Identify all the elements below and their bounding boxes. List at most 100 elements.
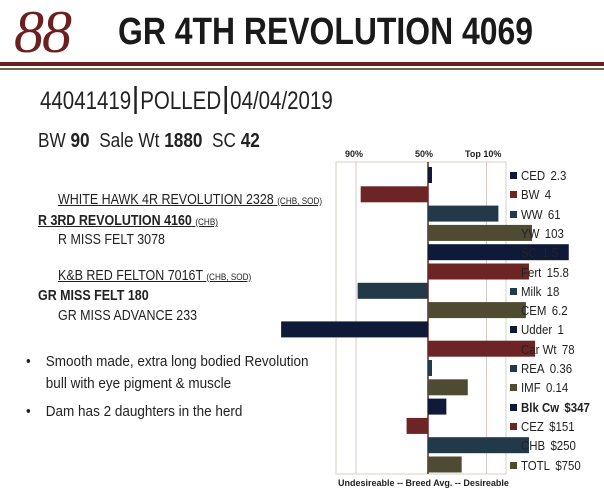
epd-trait-value: 1.5 xyxy=(542,245,559,261)
epd-bar-ww xyxy=(428,205,499,222)
epd-bar-udder xyxy=(281,321,428,338)
header-label-top10: Top 10% xyxy=(465,149,502,159)
epd-trait-value: 2.3 xyxy=(550,168,567,183)
pedigree-sire-dam: R MISS FELT 3078 xyxy=(58,232,165,249)
bullet-item: • Smooth made, extra long bodied Revolut… xyxy=(26,351,323,399)
epd-trait-label: Udder xyxy=(521,322,553,338)
pedigree-sire-sire: WHITE HAWK 4R REVOLUTION 2328 (CHB, SOD) xyxy=(58,192,322,210)
header-rule-red xyxy=(0,62,604,66)
legend-swatch xyxy=(510,403,517,411)
legend-swatch xyxy=(510,172,517,179)
epd-trait-label: CEM xyxy=(521,303,547,319)
legend-swatch xyxy=(510,442,517,450)
pedigree-name: GR MISS FELT 180 xyxy=(38,288,149,304)
epd-trait-value: 78 xyxy=(561,341,575,357)
bw-label: BW xyxy=(38,130,66,152)
separator xyxy=(224,86,227,114)
pedigree-dam: GR MISS FELT 180 xyxy=(38,288,149,305)
chart-footer-label: Undesireable -- Breed Avg. -- Desireable xyxy=(338,478,509,488)
pedigree-dam-dam: GR MISS ADVANCE 233 xyxy=(58,308,197,325)
epd-trait-value: 15.8 xyxy=(546,264,569,280)
epd-trait-ww: WW 61 xyxy=(521,207,561,223)
sc-label: SC xyxy=(212,130,236,152)
epd-trait-label: REA xyxy=(521,361,545,376)
epd-trait-value: $750 xyxy=(555,457,581,473)
epd-trait-label: WW xyxy=(521,206,543,222)
epd-trait-milk: Milk 18 xyxy=(521,284,559,300)
horn-status: POLLED xyxy=(140,87,222,115)
sc-value: 42 xyxy=(240,130,260,152)
pedigree-name: R 3RD REVOLUTION 4160 xyxy=(38,213,192,229)
epd-trait-value: 1 xyxy=(557,322,564,338)
epd-trait-sc: SC 1.5 xyxy=(521,245,558,261)
animal-title: GR 4TH REVOLUTION 4069 xyxy=(118,11,534,53)
epd-bar-rea xyxy=(428,360,432,376)
legend-swatch xyxy=(510,229,517,237)
pedigree-note: (CHB, SOD) xyxy=(277,196,323,207)
bullet-text: Dam has 2 daughters in the herd xyxy=(45,403,243,420)
bullet-dot: • xyxy=(26,353,31,370)
epd-trait-bw: BW 4 xyxy=(521,187,551,203)
legend-swatch xyxy=(510,365,517,372)
legend-swatch xyxy=(510,191,517,199)
pedigree-note: (CHB) xyxy=(195,217,219,228)
epd-trait-value: 0.36 xyxy=(549,361,573,376)
epd-trait-udder: Udder 1 xyxy=(521,322,564,338)
epd-trait-label: YW xyxy=(521,225,540,241)
epd-trait-value: 0.14 xyxy=(545,380,569,396)
epd-trait-label: CHB xyxy=(521,438,546,454)
epd-trait-value: 103 xyxy=(544,225,564,241)
epd-trait-yw: YW 103 xyxy=(521,226,564,242)
legend-swatch xyxy=(510,287,517,295)
id-line: 44041419 POLLED 04/04/2019 xyxy=(40,86,333,116)
epd-trait-label: CED xyxy=(521,168,546,183)
pedigree-name: GR MISS ADVANCE 233 xyxy=(58,308,198,324)
epd-bar-ced xyxy=(428,167,432,183)
epd-trait-value: 18 xyxy=(546,283,560,299)
bullet-text: Smooth made, extra long bodied Revolutio… xyxy=(45,353,309,392)
epd-trait-label: IMF xyxy=(521,380,541,396)
legend-swatch xyxy=(510,268,517,276)
birth-stats: BW 90 Sale Wt 1880 SC 42 xyxy=(38,128,260,154)
epd-trait-label: Car Wt xyxy=(521,341,557,357)
legend-swatch xyxy=(510,249,517,257)
epd-bar-imf xyxy=(428,379,468,396)
pedigree-name: R MISS FELT 3078 xyxy=(58,232,165,248)
epd-trait-label: TOTL xyxy=(521,457,551,473)
legend-swatch xyxy=(510,384,517,392)
pedigree-sire: R 3RD REVOLUTION 4160 (CHB) xyxy=(38,213,218,231)
epd-trait-imf: IMF 0.14 xyxy=(521,380,568,396)
pedigree-note: (CHB, SOD) xyxy=(206,272,252,283)
pedigree-dam-sire: K&B RED FELTON 7016T (CHB, SOD) xyxy=(58,268,251,286)
epd-trait-label: SC xyxy=(521,245,537,261)
bw-value: 90 xyxy=(70,130,90,152)
pedigree-name: K&B RED FELTON 7016T xyxy=(58,268,203,284)
registration-number: 44041419 xyxy=(40,87,132,115)
legend-swatch xyxy=(510,326,517,334)
epd-trait-label: CEZ xyxy=(521,418,544,434)
header-label-90: 90% xyxy=(345,149,364,159)
sale-wt-value: 1880 xyxy=(164,130,203,152)
epd-trait-value: $250 xyxy=(550,438,576,454)
legend-swatch xyxy=(510,210,517,218)
header-label-50: 50% xyxy=(415,149,434,159)
epd-trait-value: 6.2 xyxy=(551,303,568,319)
bullet-item: • Dam has 2 daughters in the herd xyxy=(26,401,323,425)
sale-wt-label: Sale Wt xyxy=(99,130,160,152)
chart-frame xyxy=(335,161,507,475)
separator xyxy=(134,86,137,114)
birth-date: 04/04/2019 xyxy=(230,87,333,115)
epd-bar-cez xyxy=(406,417,428,434)
epd-trait-cez: CEZ $151 xyxy=(521,419,575,435)
pedigree-name: WHITE HAWK 4R REVOLUTION 2328 xyxy=(58,192,274,208)
legend-swatch xyxy=(510,461,517,469)
epd-trait-ced: CED 2.3 xyxy=(521,168,566,184)
header-rule-olive xyxy=(0,68,604,70)
epd-trait-cem: CEM 6.2 xyxy=(521,303,568,319)
epd-trait-totl: TOTL $750 xyxy=(521,458,581,474)
epd-bar-totl xyxy=(428,456,462,473)
epd-trait-value: 61 xyxy=(547,206,561,222)
epd-trait-chb: CHB $250 xyxy=(521,438,576,454)
epd-trait-label: Blk Cw xyxy=(521,399,560,415)
epd-trait-rea: REA 0.36 xyxy=(521,361,572,377)
